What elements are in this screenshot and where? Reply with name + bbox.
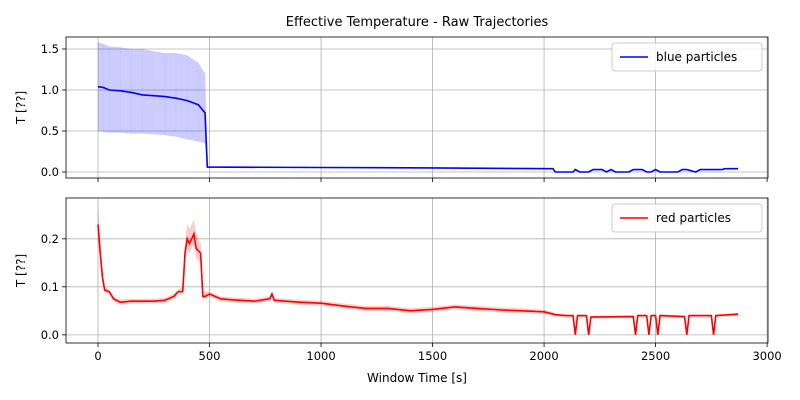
legend-box	[611, 42, 763, 72]
x-tick-label: 1500	[418, 349, 447, 363]
y-tick-label: 0.5	[41, 124, 59, 138]
x-tick-label: 3000	[752, 349, 781, 363]
legend-box	[611, 203, 763, 233]
band	[153, 51, 166, 136]
y-tick-label: 0.2	[41, 232, 59, 246]
axes-frame	[65, 197, 769, 344]
legend: blue particles	[611, 42, 763, 72]
y-axis-label: T [??]	[14, 254, 28, 288]
x-tick-label: 1000	[306, 349, 335, 363]
band	[198, 62, 206, 144]
band	[142, 48, 154, 135]
legend-label: red particles	[656, 211, 731, 225]
y-tick-label: 1.0	[41, 83, 59, 97]
band	[187, 55, 199, 142]
legend-label: blue particles	[656, 50, 737, 64]
y-tick-label: 0.0	[41, 328, 59, 342]
band	[164, 52, 177, 137]
line	[97, 85, 739, 173]
band	[175, 52, 188, 140]
y-axis-label: T [??]	[14, 91, 28, 125]
line	[97, 224, 739, 335]
x-tick-label: 0	[94, 349, 101, 363]
legend: red particles	[611, 203, 763, 233]
x-axis-label: Window Time [s]	[367, 371, 467, 385]
band	[109, 46, 121, 133]
band	[120, 47, 132, 134]
band	[131, 48, 143, 134]
x-tick-label: 2000	[529, 349, 558, 363]
y-tick-label: 0.1	[41, 280, 59, 294]
y-tick-label: 1.5	[41, 42, 59, 56]
axes-frame	[65, 36, 769, 179]
chart-title: Effective Temperature - Raw Trajectories	[286, 15, 549, 30]
x-tick-label: 500	[199, 349, 221, 363]
y-tick-label: 0.0	[41, 165, 59, 179]
x-tick-label: 2500	[641, 349, 670, 363]
